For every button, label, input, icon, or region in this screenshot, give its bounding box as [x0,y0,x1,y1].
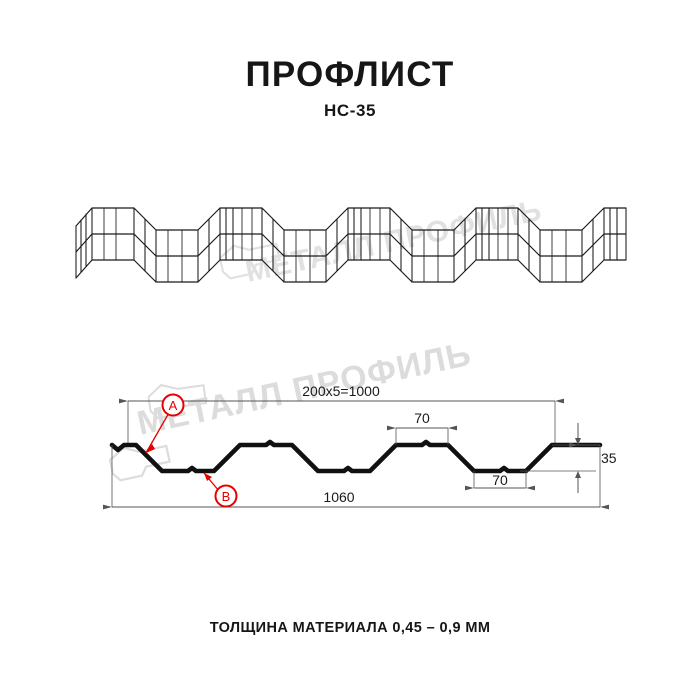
dimension-total-width: 1060 [103,445,609,510]
product-model-label: НС-35 [323,101,377,120]
dimension-pitch: 200x5=1000 [119,383,564,447]
dimension-valley: 70 [465,471,535,491]
dimension-crest: 70 [387,410,457,445]
watermark-logo-icon [218,242,281,280]
cross-section-view: МЕТАЛЛ ПРОФИЛЬ 200x5=1000 [100,335,620,515]
dimension-label-pitch: 200x5=1000 [302,383,380,399]
arrowhead-height-down [575,438,581,445]
arrowhead-height-up [575,471,581,478]
dimension-label-valley: 70 [492,472,508,488]
callout-a[interactable]: A [145,393,185,454]
dimension-label-height: 35 [601,450,617,466]
page-title: ПРОФЛИСТ [245,55,455,94]
isometric-svg: МЕТАЛЛ ПРОФИЛЬ [75,194,627,289]
callout-b[interactable]: B [203,472,238,508]
dimension-label-crest: 70 [414,410,430,426]
sheet-rib-lines [75,207,627,283]
callout-b-arrowhead [204,473,212,481]
isometric-view: МЕТАЛЛ ПРОФИЛЬ [70,180,630,320]
sheet-surface-lines [103,207,567,283]
corrugated-sheet-3d [75,207,627,283]
watermark-logo-icon-3 [147,384,208,419]
cross-section-svg: МЕТАЛЛ ПРОФИЛЬ 200x5=1000 [103,335,617,510]
dimension-label-total-width: 1060 [323,489,354,505]
callout-a-circle[interactable] [161,393,185,417]
callout-a-leader [145,410,171,454]
callout-a-label: A [169,398,178,413]
material-thickness-note: ТОЛЩИНА МАТЕРИАЛА 0,45 – 0,9 ММ [209,620,491,636]
callout-b-label: B [222,489,231,504]
profile-outline [109,439,603,474]
dimension-height: 35 [520,423,617,493]
callout-a-arrowhead [146,444,155,453]
profile-path [109,439,603,474]
callout-b-circle[interactable] [214,484,238,508]
